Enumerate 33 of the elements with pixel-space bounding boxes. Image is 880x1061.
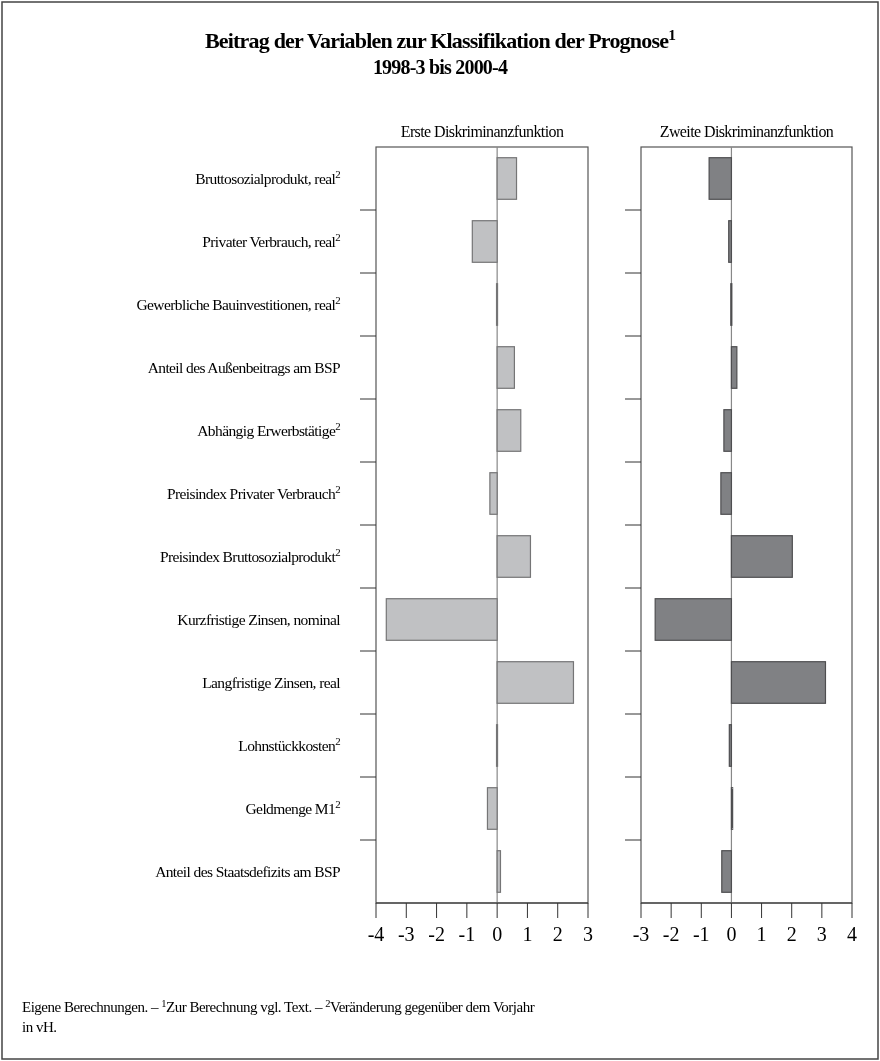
x-tick-label: 0 (726, 923, 737, 945)
y-tick-label: Privater Verbrauch, real$^{2}$ (202, 230, 341, 250)
chart-title: Erste Diskriminanzfunktion (400, 123, 564, 140)
text: Eigene Berechnungen. – $^{1}$Zur Berechnung vgl. Text. – $^{2}$Veränderung gegenüber dem Vorjahr in vH. (22, 997, 535, 1035)
x-tick-label: 3 (583, 923, 593, 945)
y-tick-label: Preisindex Bruttosozialprodukt$^{2}$ (159, 545, 341, 565)
x-tick-label: 3 (816, 923, 827, 945)
x-tick-label: -2 (428, 923, 445, 945)
x-tick-label: -1 (458, 923, 476, 945)
x-tick-label: -3 (632, 923, 650, 945)
y-tick-label: Kurzfristige Zinsen, nominal (177, 610, 341, 628)
y-tick-label: Bruttosozialprodukt, real$^{2}$ (195, 167, 341, 187)
y-tick-label: Langfristige Zinsen, real (202, 673, 341, 691)
y-tick-label: Anteil des Außenbeitrags am BSP (147, 358, 340, 376)
x-tick-label: 4 (847, 923, 857, 945)
x-tick-label: -4 (367, 923, 385, 945)
x-tick-label: -1 (692, 923, 710, 945)
y-tick-label: Preisindex Privater Verbrauch$^{2}$ (166, 482, 341, 502)
text: Beitrag der Variablen zur Klassifikation der Prognose$^{1}$ (204, 25, 676, 53)
x-tick-label: 1 (756, 923, 767, 945)
x-tick-label: 0 (492, 923, 503, 945)
text: 1998-3 bis 2000-4 (372, 56, 508, 78)
x-tick-label: -2 (662, 923, 680, 945)
y-tick-label: Abhängig Erwerbstätige$^{2}$ (197, 419, 341, 439)
x-tick-label: 1 (522, 923, 533, 945)
y-tick-label: Gewerbliche Bauinvestitionen, real$^{2}$ (136, 293, 341, 313)
y-tick-label: Geldmenge M1$^{2}$ (245, 797, 341, 817)
y-tick-label: Anteil des Staatsdefizits am BSP (155, 862, 340, 880)
chart-title: Zweite Diskriminanzfunktion (659, 123, 834, 140)
x-tick-label: 2 (786, 923, 797, 945)
y-tick-label: Lohnstückkosten$^{2}$ (238, 734, 341, 754)
x-tick-label: -3 (397, 923, 415, 945)
x-tick-label: 2 (552, 923, 563, 945)
